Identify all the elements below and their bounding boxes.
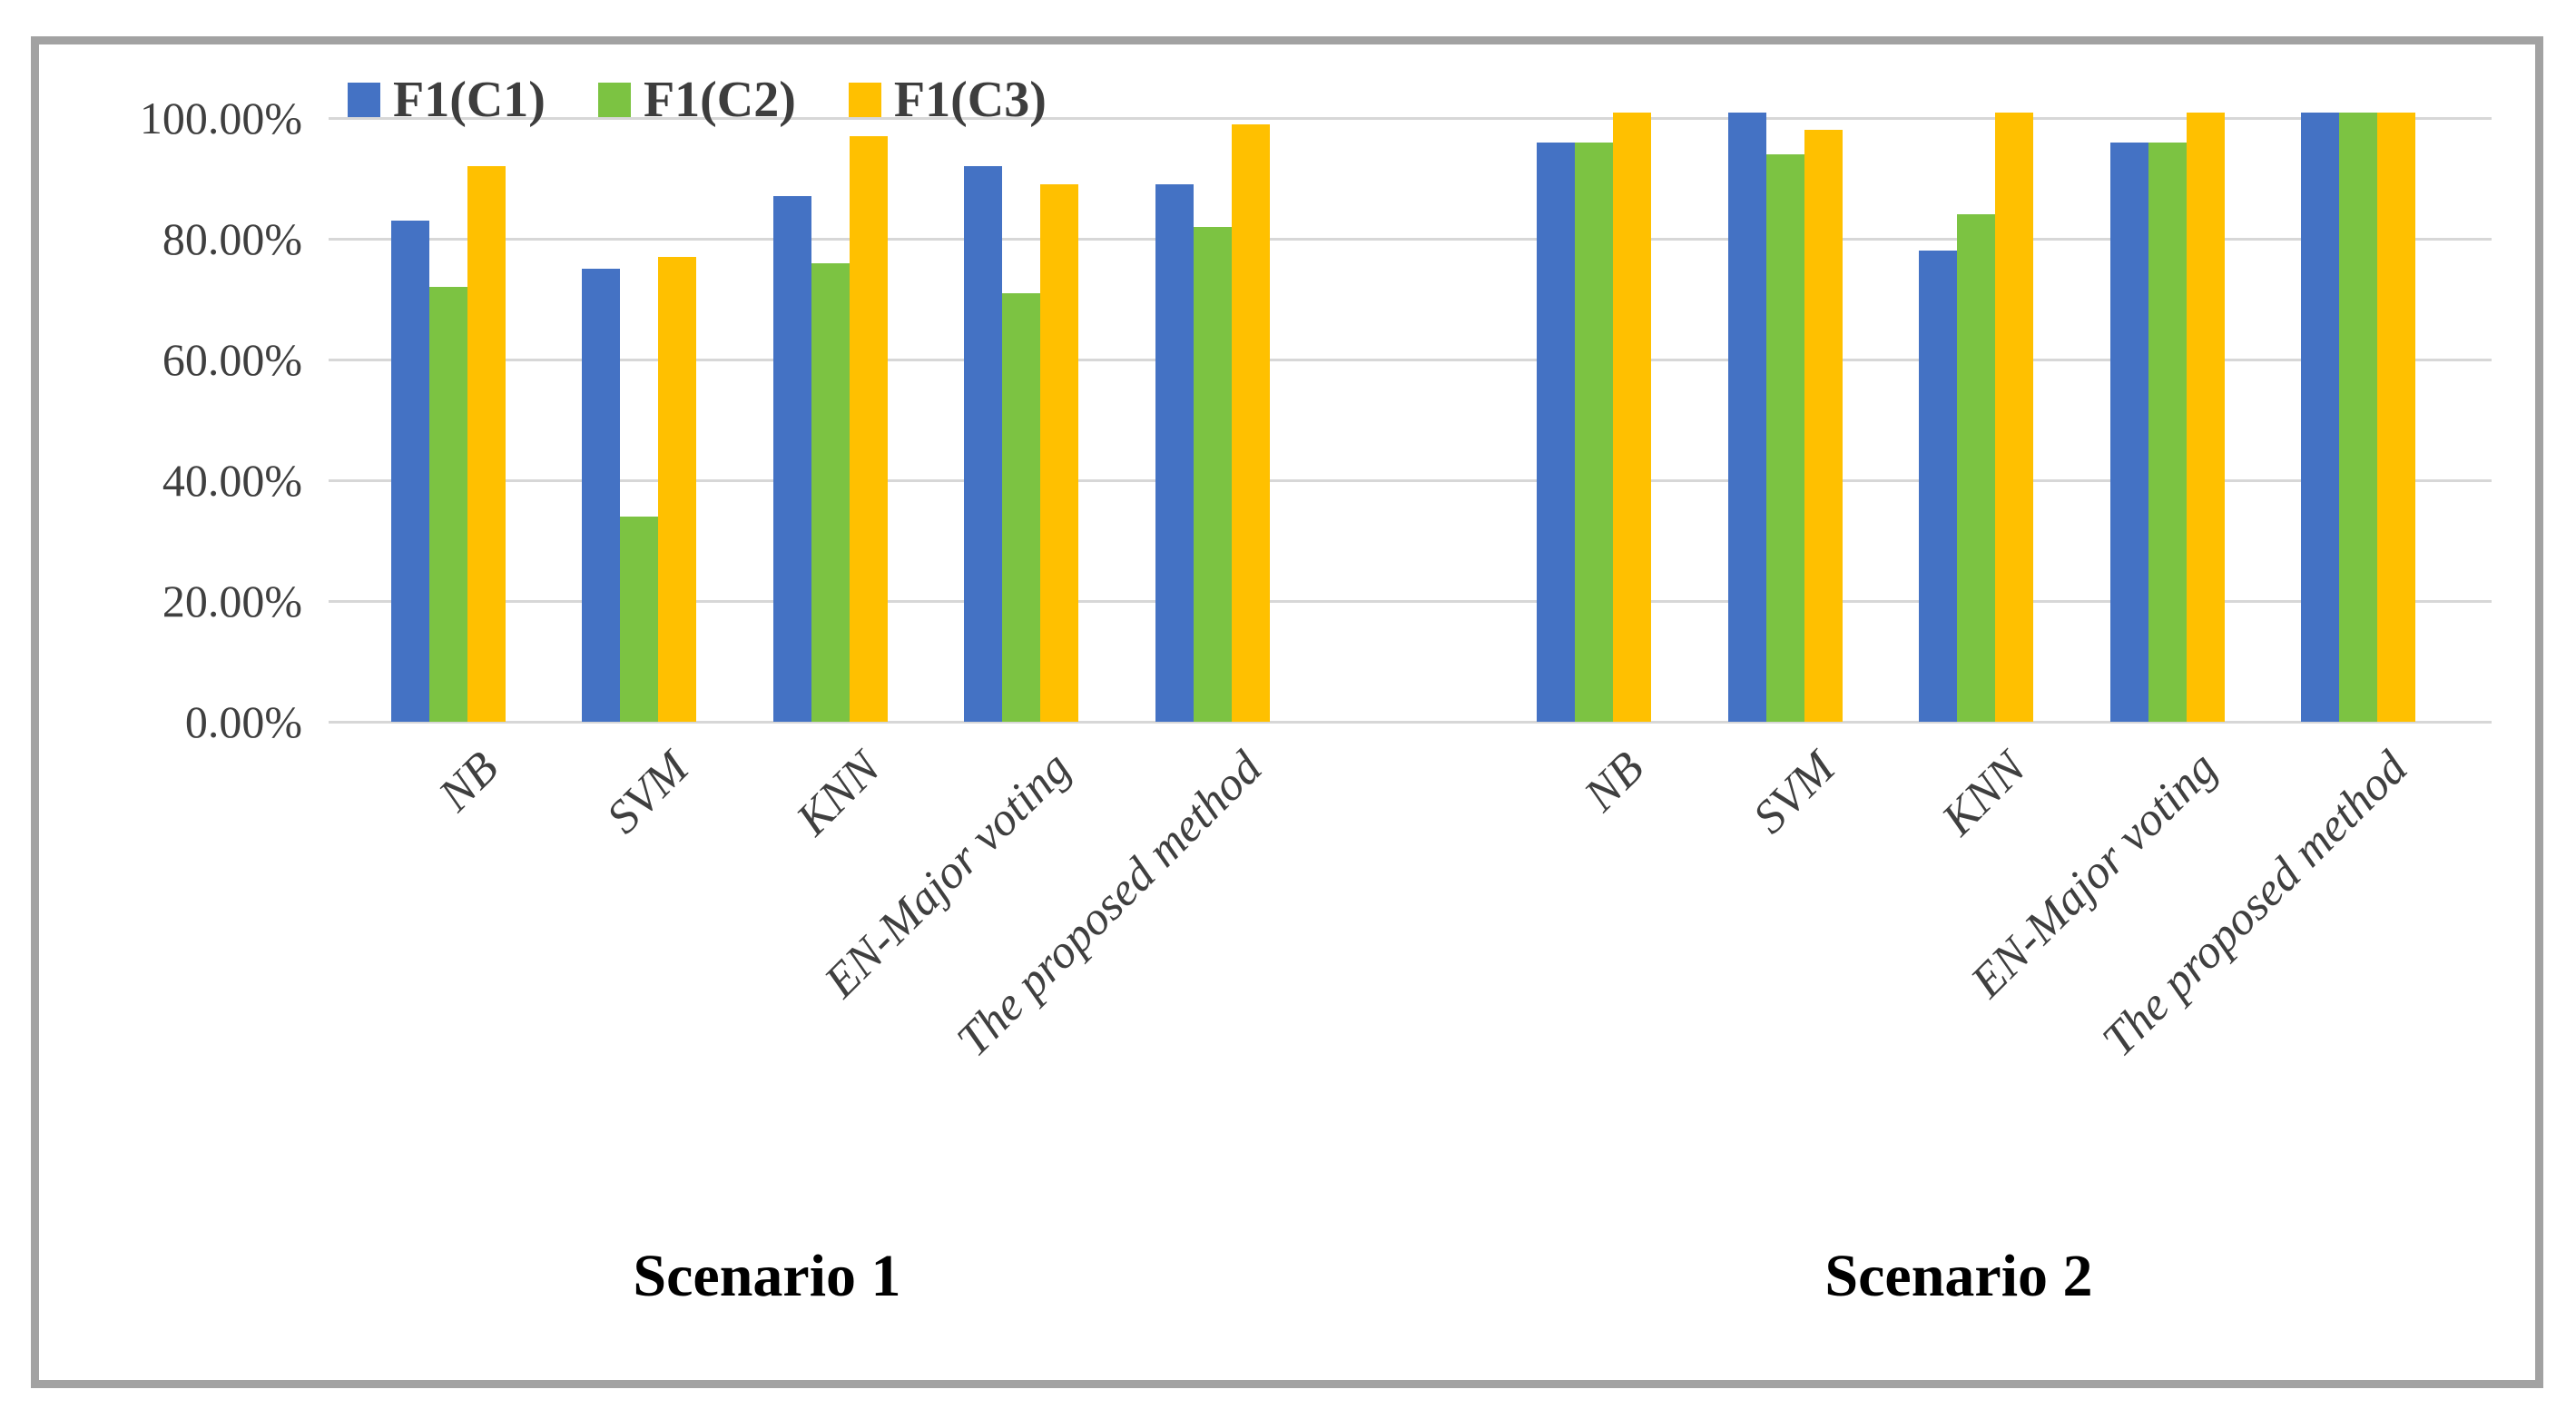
- bar-s2-knn-f1c2: [1957, 214, 1996, 722]
- y-axis-tick-label: 0.00%: [184, 696, 302, 747]
- bar-s1-knn-f1c3: [849, 135, 888, 722]
- gridline-0: [329, 721, 2492, 724]
- bar-s1-the-proposed-method-f1c3: [1231, 123, 1270, 722]
- legend-label: F1(C3): [893, 72, 1047, 128]
- bar-s1-en-major-voting-f1c2: [1002, 292, 1041, 722]
- bar-s2-en-major-voting-f1c2: [2148, 142, 2187, 722]
- legend-swatch-icon: [348, 83, 380, 117]
- bar-s2-the-proposed-method-f1c2: [2339, 113, 2377, 722]
- legend-swatch-icon: [848, 83, 881, 117]
- bar-s2-nb-f1c3: [1613, 113, 1652, 722]
- chart-legend: F1(C1) F1(C2) F1(C3): [348, 74, 1047, 125]
- bar-s2-the-proposed-method-f1c1: [2301, 113, 2339, 722]
- y-axis-tick-label: 80.00%: [162, 213, 302, 264]
- bar-s2-svm-f1c2: [1765, 153, 1804, 722]
- legend-item-f1c2: F1(C2): [597, 72, 796, 128]
- x-axis-tick-label: SVM: [1743, 742, 1845, 844]
- bar-s1-nb-f1c2: [429, 287, 467, 722]
- gridline-40: [329, 479, 2492, 482]
- x-axis-tick-label: NB: [428, 742, 508, 822]
- gridline-80: [329, 238, 2492, 241]
- bar-s1-the-proposed-method-f1c2: [1193, 226, 1232, 722]
- legend-swatch-icon: [597, 83, 631, 117]
- bar-s2-nb-f1c2: [1575, 142, 1614, 722]
- y-axis-tick-label: 20.00%: [162, 576, 302, 626]
- bar-s1-svm-f1c3: [658, 256, 697, 722]
- legend-item-f1c1: F1(C1): [348, 74, 546, 125]
- bar-s1-knn-f1c2: [811, 262, 850, 722]
- y-axis-tick-label: 60.00%: [162, 334, 302, 385]
- bar-s2-nb-f1c1: [1537, 142, 1576, 722]
- bar-s1-knn-f1c1: [772, 196, 811, 722]
- y-axis-tick-label: 100.00%: [139, 93, 302, 143]
- bar-s2-en-major-voting-f1c1: [2109, 142, 2148, 722]
- x-axis-tick-label: KNN: [786, 742, 890, 846]
- x-axis-tick-label: SVM: [597, 742, 700, 844]
- bar-s1-svm-f1c2: [620, 516, 659, 722]
- bar-s2-knn-f1c1: [1919, 251, 1958, 722]
- bar-s2-svm-f1c1: [1727, 113, 1766, 722]
- gridline-100: [329, 117, 2492, 120]
- scenario-2-label: Scenario 2: [1824, 1243, 2093, 1309]
- x-axis-tick-label: KNN: [1932, 742, 2036, 846]
- bar-s1-nb-f1c3: [467, 166, 506, 722]
- y-axis-tick-label: 40.00%: [162, 455, 302, 506]
- bar-s1-svm-f1c1: [582, 269, 621, 722]
- gridline-20: [329, 600, 2492, 603]
- bar-s1-en-major-voting-f1c3: [1040, 184, 1079, 722]
- legend-label: F1(C2): [643, 72, 796, 128]
- bar-s1-nb-f1c1: [391, 221, 429, 722]
- gridline-60: [329, 359, 2492, 361]
- bar-s2-knn-f1c3: [1995, 113, 2034, 722]
- legend-label: F1(C1): [393, 72, 546, 128]
- bar-s2-svm-f1c3: [1804, 130, 1843, 722]
- x-axis-tick-label: NB: [1574, 742, 1655, 822]
- bar-s1-en-major-voting-f1c1: [964, 166, 1003, 722]
- bar-s1-the-proposed-method-f1c1: [1155, 184, 1194, 722]
- bar-s2-the-proposed-method-f1c3: [2377, 113, 2415, 722]
- scenario-1-label: Scenario 1: [633, 1243, 901, 1309]
- bar-s2-en-major-voting-f1c3: [2186, 113, 2225, 722]
- legend-item-f1c3: F1(C3): [848, 72, 1047, 128]
